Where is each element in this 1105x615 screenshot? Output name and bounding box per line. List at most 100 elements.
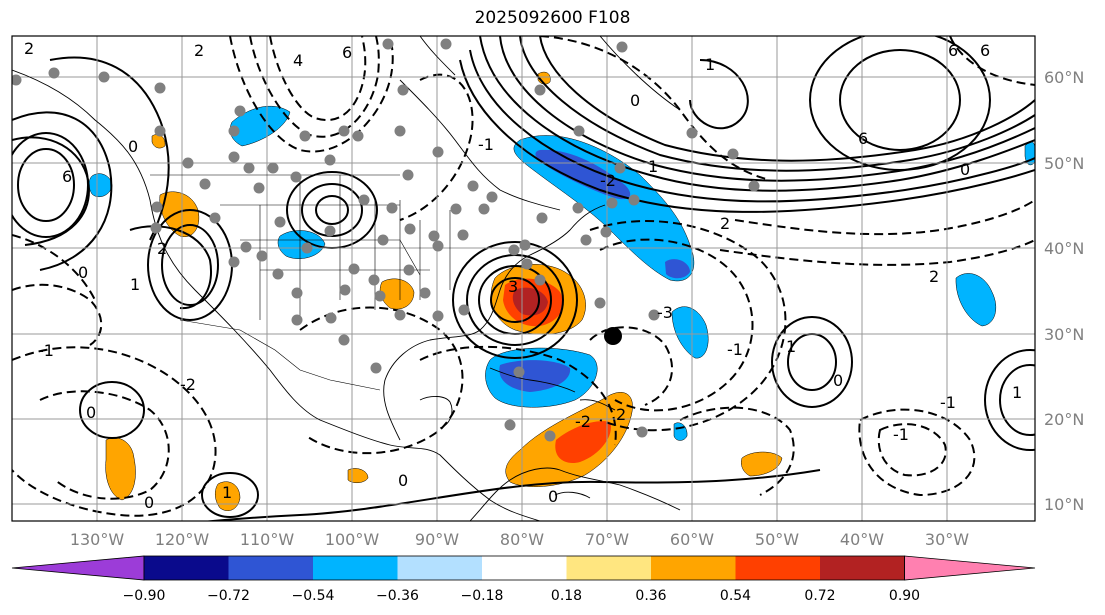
negative-anomaly-region [277, 230, 326, 259]
positive-anomaly-region [151, 134, 166, 149]
contour-label: 6 [62, 167, 72, 186]
lat-label: 50°N [1044, 154, 1084, 173]
contour-label: 0 [548, 487, 558, 506]
contour-label: -2 [180, 375, 196, 394]
colorbar-tick-label: −0.72 [207, 588, 250, 604]
colorbar-low-extend [11, 555, 145, 581]
storm-center-marker [604, 327, 622, 345]
contour-label: 1 [222, 483, 232, 502]
lat-label: 40°N [1044, 239, 1084, 258]
lon-label: 60°W [670, 530, 714, 549]
contour-label: 0 [86, 403, 96, 422]
colorbar-tick-label: 0.18 [551, 588, 582, 604]
lon-label: 40°W [840, 530, 884, 549]
longitude-labels: 130°W 120°W 110°W 100°W 90°W 80°W 70°W 6… [70, 530, 969, 549]
contour-label: 1 [786, 337, 796, 356]
colorbar-segment [313, 556, 398, 580]
lat-label: 10°N [1044, 495, 1084, 514]
lon-label: 90°W [415, 530, 459, 549]
negative-anomaly-region [955, 273, 997, 327]
strong-negative-region [665, 259, 690, 279]
contour-label: 0 [128, 137, 138, 156]
colorbar: −0.90 −0.72 −0.54 −0.36 −0.18 0.18 0.36 … [11, 555, 1036, 604]
station-markers [12, 38, 760, 442]
contour-label: 2 [24, 39, 34, 58]
contour-label: 2 [720, 214, 730, 233]
contour-label: -1 [38, 341, 54, 360]
positive-anomaly-region [347, 468, 369, 483]
colorbar-segment [735, 556, 820, 580]
lon-label: 50°W [755, 530, 799, 549]
contour-label: 1 [1012, 383, 1022, 402]
map-title: 2025092600 F108 [474, 8, 631, 28]
lon-label: 110°W [240, 530, 295, 549]
contour-label: 2 [616, 405, 626, 424]
negative-contours [12, 36, 1035, 517]
political-borders [150, 174, 451, 391]
colorbar-segment [482, 556, 567, 580]
contour-label: -1 [893, 425, 909, 444]
lon-label: 70°W [585, 530, 629, 549]
lon-label: 130°W [70, 530, 125, 549]
positive-anomaly-region [379, 278, 415, 310]
contour-label: 1 [648, 157, 658, 176]
contour-label: 2 [157, 239, 167, 258]
coastlines [12, 36, 681, 521]
colorbar-segment [144, 556, 229, 580]
contour-label: -2 [575, 412, 591, 431]
contour-label: 1 [705, 55, 715, 74]
contour-label: -2 [600, 171, 616, 190]
colorbar-segment [397, 556, 482, 580]
contour-label: 0 [960, 160, 970, 179]
lat-label: 60°N [1044, 68, 1084, 87]
contour-label: 0 [144, 493, 154, 512]
contour-label: -1 [727, 340, 743, 359]
colorbar-segment [820, 556, 905, 580]
positive-contours [12, 36, 1035, 521]
colorbar-tick-label: −0.54 [292, 588, 335, 604]
lon-label: 100°W [325, 530, 380, 549]
lon-label: 30°W [925, 530, 969, 549]
colorbar-tick-label: 0.54 [720, 588, 751, 604]
positive-anomaly-region [215, 481, 241, 511]
contour-label: -1 [940, 393, 956, 412]
colorbar-tick-label: −0.36 [376, 588, 419, 604]
map-frame [11, 35, 1036, 522]
colorbar-tick-label: 0.90 [889, 588, 920, 604]
negative-anomaly-region [88, 173, 113, 197]
contour-label: 6 [858, 129, 868, 148]
colorbar-tick-label: 0.36 [635, 588, 666, 604]
contour-label: 6 [980, 41, 990, 60]
colorbar-segment [228, 556, 313, 580]
colorbar-tick-label: −0.90 [123, 588, 166, 604]
positive-anomaly-region [741, 451, 783, 477]
contour-label: 0 [78, 263, 88, 282]
latitude-labels: 60°N 50°N 40°N 30°N 20°N 10°N [1044, 68, 1084, 514]
contour-label: -1 [478, 135, 494, 154]
colorbar-segment [566, 556, 651, 580]
colorbar-tick-label: −0.18 [461, 588, 504, 604]
colorbar-tick-label: 0.72 [804, 588, 835, 604]
colorbar-high-extend [904, 555, 1036, 581]
contour-label: 0 [833, 371, 843, 390]
colorbar-segment [651, 556, 736, 580]
positive-anomaly-region [105, 437, 136, 501]
lat-label: 30°N [1044, 325, 1084, 344]
lat-label: 20°N [1044, 410, 1084, 429]
negative-anomaly-region [673, 422, 688, 441]
contour-label: 6 [948, 41, 958, 60]
contour-labels: 6 6 6 2 2 4 0 0 6 2 -1 2 1 0 -1 -2 3 -3 … [24, 39, 1022, 512]
contour-label: 3 [508, 277, 518, 296]
contour-label: 2 [929, 267, 939, 286]
contour-label: -3 [657, 303, 673, 322]
strong-positive-region [555, 421, 611, 464]
negative-anomaly-region [671, 306, 709, 359]
contour-label: 1 [130, 275, 140, 294]
contour-label: 0 [630, 91, 640, 110]
lon-label: 80°W [500, 530, 544, 549]
colorbar-border [143, 555, 905, 581]
contour-label: 6 [342, 43, 352, 62]
contour-label: 2 [194, 41, 204, 60]
contour-label: 4 [293, 51, 303, 70]
